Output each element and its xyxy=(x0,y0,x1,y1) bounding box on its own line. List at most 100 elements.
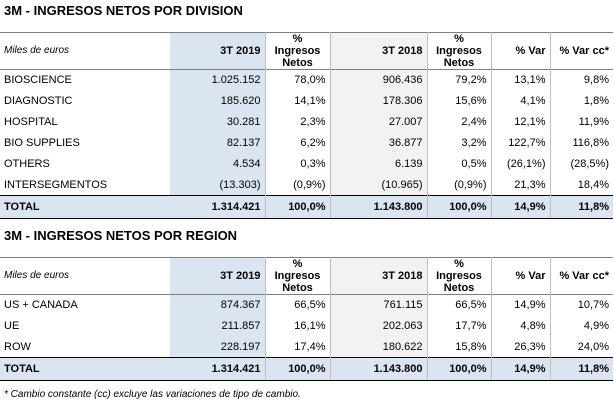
row-label: HOSPITAL xyxy=(4,116,58,128)
cell-v2018: 178.306 xyxy=(329,90,427,112)
cell-p2018: 2,4% xyxy=(426,111,491,133)
row-label: BIO SUPPLIES xyxy=(4,137,80,149)
cell-v2018: 202.063 xyxy=(329,315,427,337)
total-v2019: 1.314.421 xyxy=(170,195,265,219)
total-p2019: 100,0% xyxy=(264,195,330,219)
cell-v2018: 27.007 xyxy=(329,111,427,133)
cell-v2018: 906.436 xyxy=(329,69,427,91)
region-title: 3M - INGRESOS NETOS POR REGION xyxy=(4,228,238,243)
col-header-3t2018: 3T 2018 xyxy=(329,32,427,70)
col-header-pct2018: % Ingresos Netos xyxy=(426,32,491,70)
cell-p2019: 6,2% xyxy=(264,132,330,154)
cell-var: 4,1% xyxy=(490,90,550,112)
total-var: 14,9% xyxy=(490,195,550,219)
table-row: US + CANADA 874.367 66,5% 761.115 66,5% 14,9%… xyxy=(0,294,613,316)
cell-p2019: (0,9%) xyxy=(264,174,330,196)
cell-v2019: 185.620 xyxy=(170,90,265,112)
total-varcc: 11,8% xyxy=(549,357,613,381)
cell-varcc: 18,4% xyxy=(549,174,613,196)
table-row: HOSPITAL 30.281 2,3% 27.007 2,4% 12,1% 11,9% xyxy=(0,111,613,133)
division-table: Miles de euros 3T 2019 % Ingresos Netos … xyxy=(0,32,613,219)
total-p2018: 100,0% xyxy=(426,195,491,219)
cell-p2018: 0,5% xyxy=(426,153,491,175)
total-v2018: 1.143.800 xyxy=(329,195,427,219)
col-header-pct2019: % Ingresos Netos xyxy=(264,32,330,70)
cell-v2019: 228.197 xyxy=(170,336,265,358)
cell-var: 21,3% xyxy=(490,174,550,196)
division-title: 3M - INGRESOS NETOS POR DIVISION xyxy=(4,3,243,18)
total-var: 14,9% xyxy=(490,357,550,381)
col-header-varcc: % Var cc* xyxy=(549,257,613,295)
cell-v2018: 36.877 xyxy=(329,132,427,154)
table-row: BIOSCIENCE 1.025.152 78,0% 906.436 79,2% 13,1… xyxy=(0,69,613,91)
cell-v2018: 180.622 xyxy=(329,336,427,358)
cell-var: 26,3% xyxy=(490,336,550,358)
division-header-row: Miles de euros 3T 2019 % Ingresos Netos … xyxy=(0,32,613,70)
total-p2019: 100,0% xyxy=(264,357,330,381)
total-label: TOTAL xyxy=(0,357,170,381)
cell-v2018: 761.115 xyxy=(329,294,427,316)
col-header-varcc: % Var cc* xyxy=(549,32,613,70)
region-header-row: Miles de euros 3T 2019 % Ingresos Netos … xyxy=(0,257,613,295)
cell-varcc: 10,7% xyxy=(549,294,613,316)
cell-p2019: 78,0% xyxy=(264,69,330,91)
cell-p2019: 66,5% xyxy=(264,294,330,316)
total-label: TOTAL xyxy=(0,195,170,219)
col-header-3t2019: 3T 2019 xyxy=(170,32,265,70)
cell-p2018: 79,2% xyxy=(426,69,491,91)
table-row: INTERSEGMENTOS (13.303) (0,9%) (10.965) (0,9… xyxy=(0,174,613,196)
cell-v2019: 874.367 xyxy=(170,294,265,316)
cell-v2019: 4.534 xyxy=(170,153,265,175)
cell-p2018: 66,5% xyxy=(426,294,491,316)
total-varcc: 11,8% xyxy=(549,195,613,219)
cell-p2019: 0,3% xyxy=(264,153,330,175)
cell-varcc: 24,0% xyxy=(549,336,613,358)
cell-var: 12,1% xyxy=(490,111,550,133)
cell-varcc: 11,9% xyxy=(549,111,613,133)
table-row: DIAGNOSTIC 185.620 14,1% 178.306 15,6% 4,1% 1,… xyxy=(0,90,613,112)
cell-varcc: 1,8% xyxy=(549,90,613,112)
division-total-row: TOTAL 1.314.421 100,0% 1.143.800 100,0% … xyxy=(0,195,613,219)
cell-var: 4,8% xyxy=(490,315,550,337)
cell-p2018: 17,7% xyxy=(426,315,491,337)
unit-label: Miles de euros xyxy=(4,45,70,56)
col-header-pct2018: % Ingresos Netos xyxy=(426,257,491,295)
cell-varcc: 9,8% xyxy=(549,69,613,91)
cell-varcc: (28,5%) xyxy=(549,153,613,175)
total-v2019: 1.314.421 xyxy=(170,357,265,381)
cell-v2019: 30.281 xyxy=(170,111,265,133)
col-header-3t2018: 3T 2018 xyxy=(329,257,427,295)
cell-v2019: 211.857 xyxy=(170,315,265,337)
table-row: OTHERS 4.534 0,3% 6.139 0,5% (26,1%) (28,5%) xyxy=(0,153,613,175)
cell-p2018: 15,6% xyxy=(426,90,491,112)
col-header-var: % Var xyxy=(490,257,550,295)
footnote: * Cambio constante (cc) excluye las vari… xyxy=(4,389,301,400)
row-label: BIOSCIENCE xyxy=(4,74,72,87)
region-table: Miles de euros 3T 2019 % Ingresos Netos … xyxy=(0,257,613,381)
region-total-row: TOTAL 1.314.421 100,0% 1.143.800 100,0% … xyxy=(0,357,613,381)
cell-v2018: (10.965) xyxy=(329,174,427,196)
cell-p2018: 3,2% xyxy=(426,132,491,154)
cell-var: 13,1% xyxy=(490,69,550,91)
unit-label: Miles de euros xyxy=(4,270,70,281)
row-label: UE xyxy=(4,320,20,332)
cell-p2018: (0,9%) xyxy=(426,174,491,196)
col-header-pct2019: % Ingresos Netos xyxy=(264,257,330,295)
cell-v2019: 82.137 xyxy=(170,132,265,154)
cell-v2018: 6.139 xyxy=(329,153,427,175)
cell-varcc: 4,9% xyxy=(549,315,613,337)
cell-p2018: 15,8% xyxy=(426,336,491,358)
cell-p2019: 14,1% xyxy=(264,90,330,112)
table-row: BIO SUPPLIES 82.137 6,2% 36.877 3,2% 122,7% 11… xyxy=(0,132,613,154)
col-header-var: % Var xyxy=(490,32,550,70)
cell-varcc: 116,8% xyxy=(549,132,613,154)
cell-p2019: 17,4% xyxy=(264,336,330,358)
row-label: ROW xyxy=(4,340,31,353)
cell-v2019: (13.303) xyxy=(170,174,265,196)
cell-var: (26,1%) xyxy=(490,153,550,175)
row-label: DIAGNOSTIC xyxy=(4,95,73,107)
row-label: OTHERS xyxy=(4,158,50,170)
cell-p2019: 2,3% xyxy=(264,111,330,133)
cell-var: 14,9% xyxy=(490,294,550,316)
table-row: UE 211.857 16,1% 202.063 17,7% 4,8% 4,9% xyxy=(0,315,613,337)
